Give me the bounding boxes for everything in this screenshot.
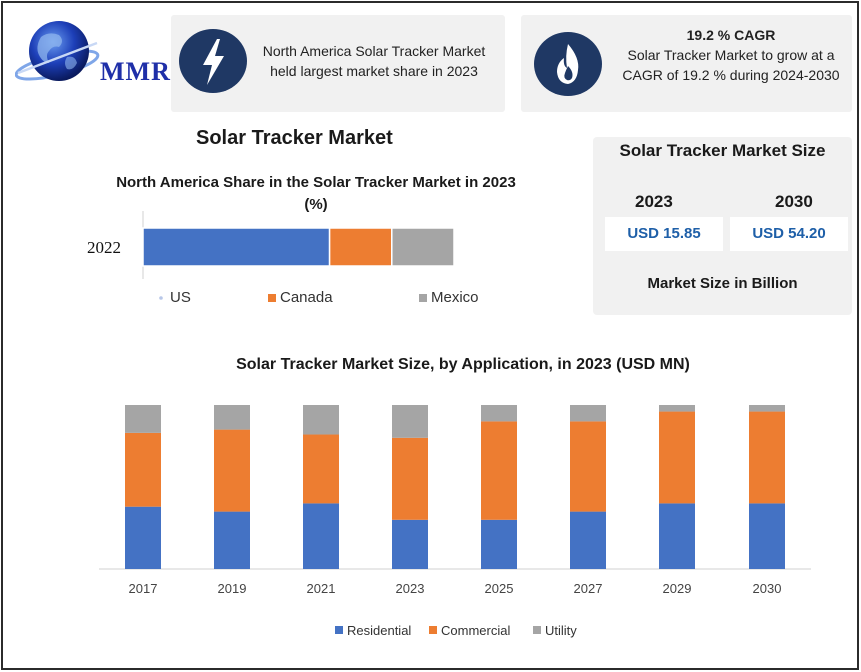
x-tick-label: 2019 <box>218 581 247 596</box>
legend-label-mexico: Mexico <box>431 289 479 306</box>
bar-commercial-2030 <box>749 411 785 504</box>
flame-icon <box>534 32 602 96</box>
info-card-cagr: 19.2 % CAGR Solar Tracker Market to grow… <box>521 15 852 112</box>
legend-label-us: US <box>170 289 191 306</box>
lightning-bolt-icon <box>179 29 247 93</box>
bar-utility-2030 <box>749 405 785 412</box>
bar-commercial-2021 <box>303 434 339 504</box>
legend-swatch-us <box>159 296 163 300</box>
legend-label-commercial: Commercial <box>441 623 510 638</box>
x-tick-label: 2027 <box>574 581 603 596</box>
x-tick-label: 2023 <box>396 581 425 596</box>
bar-residential-2027 <box>570 511 606 569</box>
mmr-logo: MMR <box>15 19 175 86</box>
bar-utility-2029 <box>659 405 695 412</box>
bar-residential-2023 <box>392 519 428 569</box>
share-category-label: 2022 <box>87 238 121 257</box>
legend-swatch-utility <box>533 626 541 634</box>
cagr-description: Solar Tracker Market to grow at a CAGR o… <box>622 47 840 83</box>
share-chart: 2022 US Canada Mexico <box>87 211 479 306</box>
regional-share-text: North America Solar Tracker Market held … <box>262 43 486 79</box>
cagr-heading: 19.2 % CAGR <box>686 27 776 43</box>
bar-utility-2027 <box>570 405 606 422</box>
bar-utility-2019 <box>214 405 250 430</box>
bar-utility-2023 <box>392 405 428 438</box>
bar-residential-2017 <box>125 506 161 569</box>
market-size-value-end: USD 54.20 <box>730 217 848 251</box>
bar-utility-2017 <box>125 405 161 433</box>
bar-residential-2025 <box>481 519 517 569</box>
x-tick-label: 2030 <box>753 581 782 596</box>
legend-swatch-residential <box>335 626 343 634</box>
x-tick-label: 2017 <box>129 581 158 596</box>
market-size-year-start: 2023 <box>635 192 673 211</box>
bar-commercial-2025 <box>481 421 517 520</box>
logo-text: MMR <box>100 57 171 86</box>
bar-residential-2029 <box>659 503 695 569</box>
market-size-year-end: 2030 <box>775 192 813 211</box>
bar-residential-2019 <box>214 511 250 569</box>
share-bar-mexico <box>391 227 455 267</box>
share-chart-title: North America Share in the Solar Tracker… <box>116 174 516 213</box>
legend-label-residential: Residential <box>347 623 411 638</box>
cagr-text: 19.2 % CAGR Solar Tracker Market to grow… <box>613 25 849 85</box>
market-size-title: Solar Tracker Market Size <box>619 141 826 160</box>
legend-swatch-mexico <box>419 294 427 302</box>
bar-commercial-2017 <box>125 432 161 507</box>
bar-residential-2021 <box>303 503 339 569</box>
application-chart-title: Solar Tracker Market Size, by Applicatio… <box>236 356 690 373</box>
globe-logo-icon <box>15 21 100 81</box>
legend-label-utility: Utility <box>545 623 577 638</box>
bar-utility-2021 <box>303 405 339 435</box>
x-tick-label: 2021 <box>307 581 336 596</box>
bar-commercial-2019 <box>214 429 250 512</box>
legend-swatch-commercial <box>429 626 437 634</box>
market-size-card: Solar Tracker Market Size 2023 2030 USD … <box>593 137 852 315</box>
x-tick-label: 2025 <box>485 581 514 596</box>
bar-commercial-2029 <box>659 411 695 504</box>
legend-label-canada: Canada <box>280 289 333 306</box>
bar-commercial-2023 <box>392 437 428 520</box>
legend-swatch-canada <box>268 294 276 302</box>
x-tick-label: 2029 <box>663 581 692 596</box>
bar-commercial-2027 <box>570 421 606 512</box>
main-title: Solar Tracker Market <box>196 127 393 149</box>
application-chart: 2017 2019 2021 2023 2025 2027 2029 2030 Resident… <box>99 405 811 638</box>
market-size-note: Market Size in Billion <box>647 275 798 292</box>
bar-utility-2025 <box>481 405 517 422</box>
info-card-regional: North America Solar Tracker Market held … <box>171 15 505 112</box>
share-bar-canada <box>328 227 393 267</box>
bar-residential-2030 <box>749 503 785 569</box>
market-size-value-start: USD 15.85 <box>605 217 723 251</box>
